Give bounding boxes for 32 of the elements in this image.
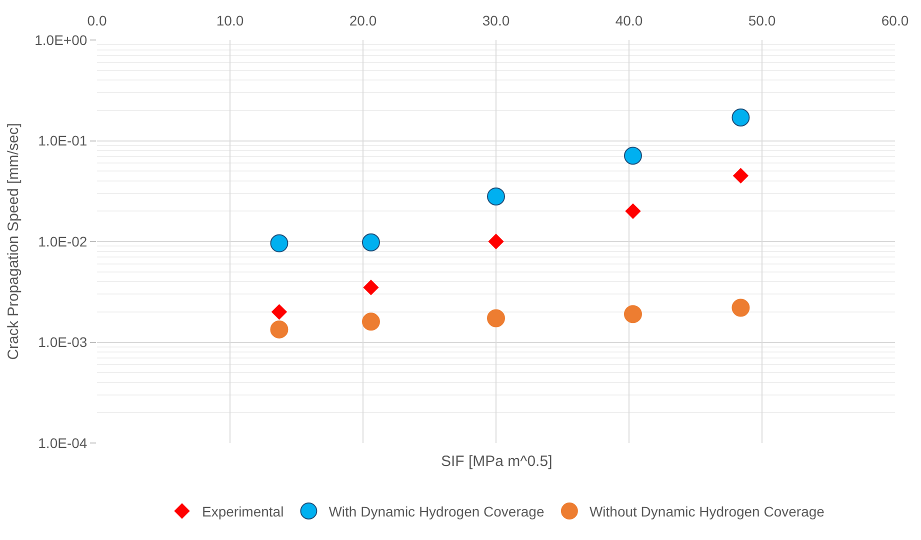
y-tick-label: 1.0E-03 bbox=[38, 334, 88, 350]
x-tick-label: 30.0 bbox=[482, 12, 510, 28]
point bbox=[624, 146, 642, 165]
y-tick-label: 1.0E+00 bbox=[34, 32, 88, 48]
point bbox=[487, 187, 505, 206]
point bbox=[624, 305, 642, 324]
point bbox=[270, 320, 288, 338]
y-tick-label: 1.0E-02 bbox=[38, 233, 88, 250]
point bbox=[732, 298, 750, 317]
point bbox=[488, 234, 504, 250]
x-tick-label: 50.0 bbox=[748, 12, 776, 28]
y-axis-title: Crack Propagation Speed [mm/sec] bbox=[4, 123, 22, 360]
x-axis-title: SIF [MPa m^0.5] bbox=[441, 453, 552, 470]
point bbox=[732, 108, 750, 127]
point bbox=[625, 204, 641, 219]
point bbox=[487, 309, 505, 328]
y-tick-label: 1.0E-04 bbox=[38, 434, 88, 451]
y-tick-label: 1.0E-01 bbox=[38, 132, 88, 149]
x-tick-label: 40.0 bbox=[615, 12, 643, 28]
x-tick-label: 0.0 bbox=[87, 12, 107, 28]
point bbox=[733, 168, 748, 184]
point bbox=[363, 280, 379, 296]
legend-label: With Dynamic Hydrogen Coverage bbox=[328, 503, 544, 520]
point bbox=[362, 233, 380, 252]
x-tick-label: 20.0 bbox=[349, 12, 377, 28]
point bbox=[272, 304, 287, 320]
point bbox=[362, 312, 380, 331]
legend-label: Experimental bbox=[202, 503, 284, 520]
legend-label: Without Dynamic Hydrogen Coverage bbox=[589, 503, 825, 520]
point bbox=[270, 234, 288, 252]
x-tick-label: 10.0 bbox=[216, 12, 244, 28]
x-tick-label: 60.0 bbox=[881, 12, 909, 28]
